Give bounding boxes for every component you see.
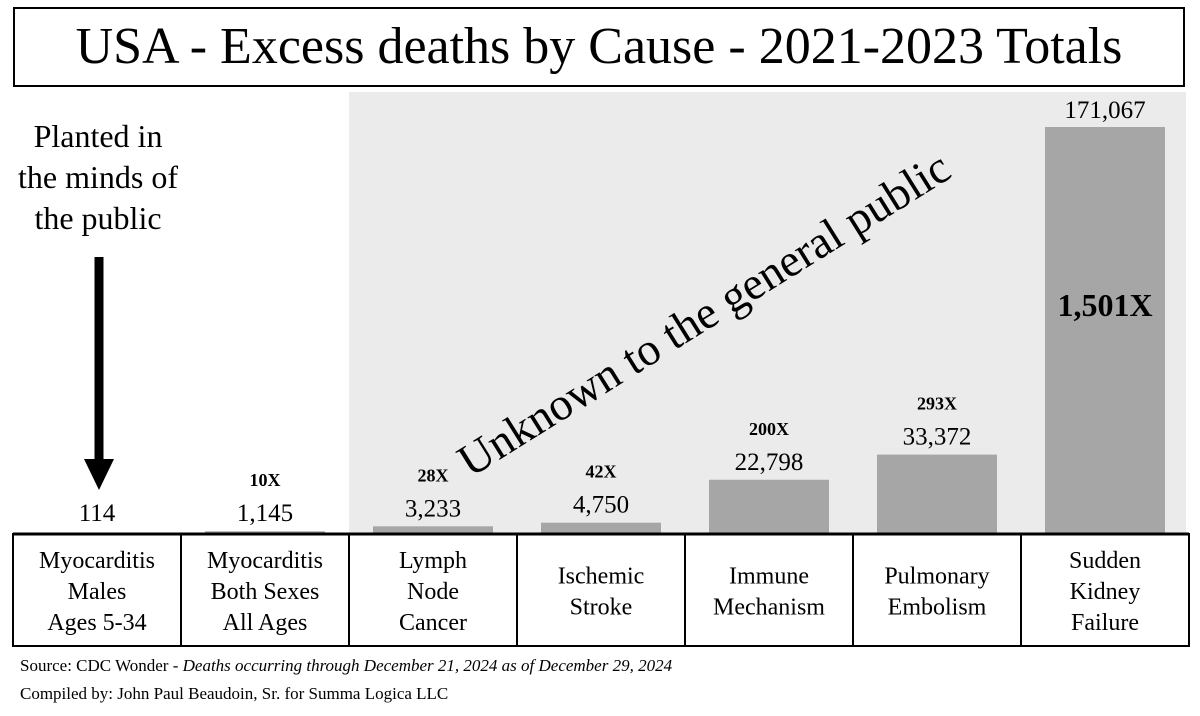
bar-3 bbox=[541, 522, 661, 534]
category-label-6-2: Failure bbox=[1071, 610, 1139, 636]
bar-4 bbox=[709, 479, 829, 534]
multiplier-label-3: 42X bbox=[586, 462, 617, 482]
category-label-1-1: Both Sexes bbox=[211, 579, 320, 605]
source-prefix: Source: CDC Wonder - bbox=[20, 656, 183, 675]
chart-title-box: USA - Excess deaths by Cause - 2021-2023… bbox=[13, 7, 1185, 87]
value-label-2: 3,233 bbox=[405, 495, 461, 522]
multiplier-label-6: 1,501X bbox=[1057, 287, 1152, 323]
category-label-3-1: Stroke bbox=[570, 595, 633, 621]
bar-6 bbox=[1045, 127, 1165, 534]
value-label-1: 1,145 bbox=[237, 500, 293, 527]
source-detail: Deaths occurring through December 21, 20… bbox=[182, 656, 673, 675]
multiplier-label-1: 10X bbox=[250, 470, 281, 490]
category-label-0-2: Ages 5-34 bbox=[47, 610, 146, 636]
compiled-by-note: Compiled by: John Paul Beaudoin, Sr. for… bbox=[20, 684, 449, 703]
category-label-0-0: Myocarditis bbox=[39, 548, 155, 574]
bar-2 bbox=[373, 526, 493, 534]
value-label-5: 33,372 bbox=[903, 424, 972, 451]
multiplier-label-4: 200X bbox=[749, 419, 789, 439]
multiplier-label-2: 28X bbox=[418, 465, 449, 485]
value-label-0: 114 bbox=[79, 500, 116, 527]
down-arrow-head bbox=[84, 459, 114, 490]
category-label-1-2: All Ages bbox=[223, 610, 308, 636]
bar-5 bbox=[877, 454, 997, 534]
category-label-6-1: Kidney bbox=[1070, 579, 1141, 605]
category-label-1-0: Myocarditis bbox=[207, 548, 323, 574]
value-label-4: 22,798 bbox=[735, 449, 804, 476]
category-label-0-1: Males bbox=[68, 579, 127, 605]
category-label-4-1: Mechanism bbox=[713, 595, 825, 621]
category-table-border bbox=[12, 533, 1190, 647]
category-label-5-0: Pulmonary bbox=[884, 564, 989, 590]
planted-label-line-1: the minds of bbox=[18, 159, 178, 195]
category-label-3-0: Ischemic bbox=[558, 564, 645, 590]
category-label-2-1: Node bbox=[407, 579, 459, 605]
value-label-6: 171,067 bbox=[1064, 97, 1145, 124]
value-label-3: 4,750 bbox=[573, 492, 629, 519]
category-label-5-1: Embolism bbox=[888, 595, 987, 621]
category-label-4-0: Immune bbox=[729, 564, 809, 590]
chart-title: USA - Excess deaths by Cause - 2021-2023… bbox=[75, 18, 1123, 75]
multiplier-label-5: 293X bbox=[917, 394, 957, 414]
planted-label-line-0: Planted in bbox=[34, 118, 163, 154]
planted-label-line-2: the public bbox=[34, 200, 161, 236]
source-note: Source: CDC Wonder - Deaths occurring th… bbox=[20, 656, 672, 676]
category-label-2-2: Cancer bbox=[399, 610, 467, 636]
category-label-2-0: Lymph bbox=[399, 548, 467, 574]
category-label-6-0: Sudden bbox=[1069, 548, 1141, 574]
